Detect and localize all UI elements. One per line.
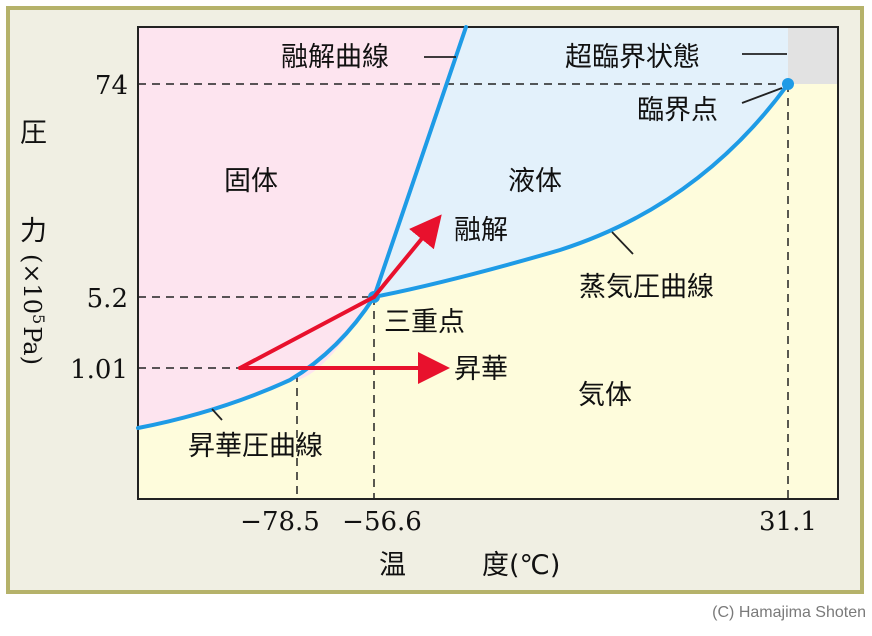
y-axis-label-char-1: 圧 bbox=[20, 118, 47, 149]
sublimation-arrow-label: 昇華 bbox=[454, 354, 508, 385]
y-tick-74: 74 bbox=[95, 71, 128, 101]
melting-arrow-label: 融解 bbox=[454, 215, 508, 246]
y-axis-unit: (×105Pa) bbox=[18, 254, 48, 365]
y-tick-1-01: 1.01 bbox=[70, 355, 128, 385]
vapor-pressure-curve bbox=[372, 82, 790, 299]
x-tick-31-1: 31.1 bbox=[759, 507, 817, 537]
x-tick-minus-78-5: −78.5 bbox=[240, 507, 320, 537]
plot-border bbox=[137, 26, 839, 500]
sublimation-curve-leader bbox=[211, 408, 223, 421]
critical-point-label: 臨界点 bbox=[637, 95, 718, 126]
solid-region bbox=[138, 27, 466, 428]
triple-point-label: 三重点 bbox=[384, 307, 465, 338]
liquid-region bbox=[374, 27, 788, 297]
liquid-label: 液体 bbox=[508, 166, 562, 197]
melting-arrow bbox=[372, 214, 442, 299]
melting-curve bbox=[372, 25, 468, 299]
critical-point-leader bbox=[741, 87, 783, 104]
x-tick-minus-56-6: −56.6 bbox=[342, 507, 422, 537]
x-axis-label-b: 度(℃) bbox=[482, 550, 560, 581]
critical-point-marker bbox=[782, 78, 794, 90]
solid-label: 固体 bbox=[224, 166, 278, 197]
sublimation-curve bbox=[136, 295, 376, 430]
arrow-shaft-to-triple bbox=[238, 295, 376, 370]
x-axis-label-a: 温 bbox=[379, 550, 406, 581]
copyright-credit: (C) Hamajima Shoten bbox=[712, 604, 866, 621]
sublimation-curve-label: 昇華圧曲線 bbox=[188, 431, 323, 462]
gas-label: 気体 bbox=[578, 380, 632, 411]
supercritical-region bbox=[788, 27, 838, 84]
vapor-pressure-leader bbox=[611, 231, 634, 255]
vapor-pressure-label: 蒸気圧曲線 bbox=[579, 272, 714, 303]
y-axis-label-char-2: 力 bbox=[20, 216, 47, 247]
melting-curve-label: 融解曲線 bbox=[281, 42, 389, 73]
y-tick-5-2: 5.2 bbox=[87, 284, 128, 314]
supercritical-label: 超臨界状態 bbox=[565, 42, 700, 73]
